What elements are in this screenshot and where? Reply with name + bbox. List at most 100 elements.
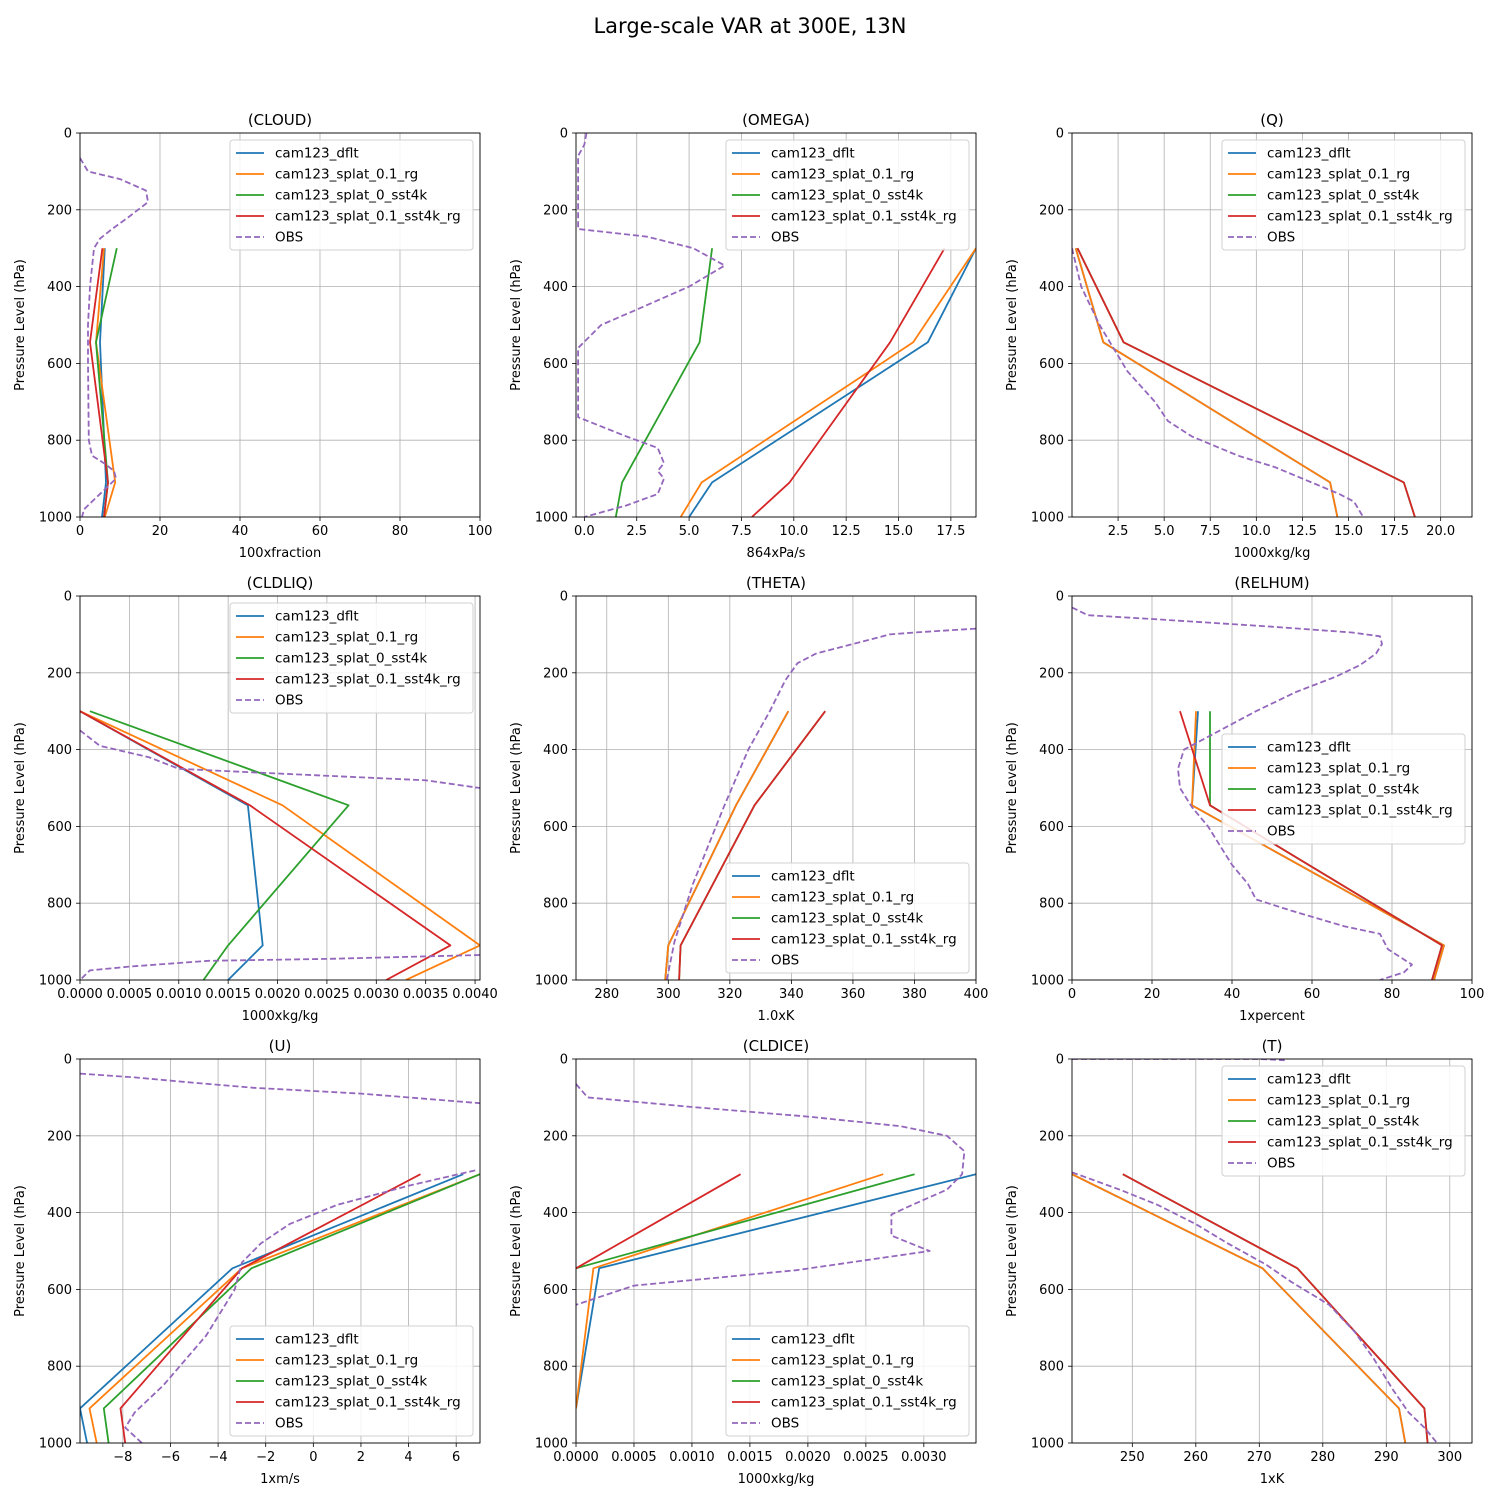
y-tick-label: 0 <box>64 127 72 142</box>
y-tick-label: 800 <box>543 434 568 449</box>
legend-label-obs: OBS <box>1267 230 1295 246</box>
y-tick-label: 800 <box>543 1360 568 1375</box>
panel-title: (Q) <box>1260 111 1284 129</box>
y-tick-label: 800 <box>47 434 72 449</box>
legend: cam123_dflt cam123_splat_0.1_rg cam123_spl… <box>229 139 474 251</box>
legend-label-cam123-splat-0-1-rg: cam123_splat_0.1_rg <box>275 1353 418 1369</box>
x-tick-label: 0.0000 <box>553 1450 599 1465</box>
axes-frame <box>1071 1058 1473 1444</box>
legend-box <box>1221 139 1466 251</box>
series-line-cam123-dflt <box>99 248 107 517</box>
x-tick-label: 60 <box>312 524 329 539</box>
legend-label-cam123-dflt: cam123_dflt <box>1267 1072 1351 1088</box>
y-tick-label: 200 <box>47 203 72 218</box>
x-tick-label: 0.0040 <box>452 987 498 1002</box>
series-line-cam123-splat-0-1-rg <box>1074 247 1339 517</box>
series-line-cam123-splat-0-sst4k <box>89 710 350 980</box>
legend-box <box>229 1325 474 1437</box>
x-tick-label: 40 <box>1224 987 1241 1002</box>
legend-label-cam123-splat-0-1-sst4k-rg: cam123_splat_0.1_sst4k_rg <box>275 1395 461 1411</box>
axes-frame <box>575 132 977 518</box>
x-tick-label: 0.0030 <box>901 1450 947 1465</box>
x-tick-label: 6 <box>452 1450 460 1465</box>
axes-frame <box>79 1058 481 1444</box>
x-tick-label: 0.0035 <box>403 987 449 1002</box>
series-line-cam123-splat-0-1-rg <box>1072 1173 1407 1443</box>
x-tick-label: 0.0005 <box>611 1450 657 1465</box>
y-tick-label: 0 <box>560 127 568 142</box>
x-tick-label: 0.0015 <box>205 987 251 1002</box>
series-line-cam123-splat-0-sst4k <box>614 248 713 517</box>
y-axis-label: Pressure Level (hPa) <box>13 1185 28 1317</box>
y-axis-label: Pressure Level (hPa) <box>509 722 524 854</box>
series-line-cam123-splat-0-1-rg <box>576 1173 884 1409</box>
legend-label-cam123-splat-0-1-sst4k-rg: cam123_splat_0.1_sst4k_rg <box>771 1395 957 1411</box>
legend-label-cam123-dflt: cam123_dflt <box>1267 740 1351 756</box>
series-line-cam123-splat-0-1-sst4k-rg <box>1076 247 1416 517</box>
y-axis-label: Pressure Level (hPa) <box>1005 1185 1020 1317</box>
y-tick-label: 600 <box>1039 1283 1064 1298</box>
y-tick-label: 400 <box>543 743 568 758</box>
legend-label-obs: OBS <box>1267 1156 1295 1172</box>
legend-label-obs: OBS <box>771 953 799 969</box>
x-tick-label: 0.0020 <box>785 1450 831 1465</box>
axes-frame <box>1071 132 1473 518</box>
series-line-obs <box>124 1169 476 1443</box>
series-line-cam123-splat-0-1-sst4k-rg <box>576 1173 742 1270</box>
x-tick-label: 0.0025 <box>304 987 350 1002</box>
x-tick-label: 270 <box>1247 1450 1272 1465</box>
y-tick-label: 0 <box>64 1053 72 1068</box>
series-line-cam123-splat-0-1-rg <box>88 1173 480 1443</box>
x-axis-label: 1xpercent <box>1239 1009 1305 1024</box>
series-line-cam123-splat-0-sst4k <box>1076 247 1416 517</box>
x-tick-label: 250 <box>1120 1450 1145 1465</box>
y-axis-label: Pressure Level (hPa) <box>509 259 524 391</box>
x-tick-label: 0.0010 <box>156 987 202 1002</box>
x-tick-label: 12.5 <box>1288 524 1317 539</box>
y-tick-label: 400 <box>47 743 72 758</box>
y-tick-label: 600 <box>543 357 568 372</box>
legend-label-obs: OBS <box>275 1416 303 1432</box>
series-line-cam123-splat-0-sst4k <box>102 1173 480 1443</box>
panel-u: −8 −6 −4 −2 0 2 4 6 0 200 400 600 800 1000 (U) 1xm/s Pre… <box>13 1037 481 1487</box>
series-line-cam123-splat-0-1-sst4k-rg <box>1179 710 1443 980</box>
legend-label-cam123-splat-0-1-rg: cam123_splat_0.1_rg <box>275 167 418 183</box>
legend-box <box>1221 733 1466 845</box>
y-tick-label: 0 <box>560 590 568 605</box>
x-tick-label: 360 <box>841 987 866 1002</box>
x-tick-label: 17.5 <box>1380 524 1409 539</box>
legend-label-cam123-splat-0-1-sst4k-rg: cam123_splat_0.1_sst4k_rg <box>1267 1135 1453 1151</box>
x-tick-label: 2.5 <box>626 524 647 539</box>
y-tick-label: 200 <box>543 666 568 681</box>
legend: cam123_dflt cam123_splat_0.1_rg cam123_spl… <box>229 602 474 714</box>
y-tick-label: 400 <box>47 1206 72 1221</box>
legend-box <box>1221 1065 1466 1177</box>
legend: cam123_dflt cam123_splat_0.1_rg cam123_spl… <box>725 139 970 251</box>
y-tick-label: 1000 <box>535 974 568 989</box>
y-tick-label: 200 <box>1039 666 1064 681</box>
y-tick-label: 1000 <box>535 1437 568 1452</box>
x-tick-label: 20 <box>152 524 169 539</box>
x-tick-label: 0.0015 <box>727 1450 773 1465</box>
legend-label-cam123-splat-0-sst4k: cam123_splat_0_sst4k <box>771 188 923 204</box>
legend-label-cam123-splat-0-sst4k: cam123_splat_0_sst4k <box>275 188 427 204</box>
x-tick-label: 0 <box>1068 987 1076 1002</box>
panel-title: (RELHUM) <box>1234 574 1309 592</box>
x-axis-label: 1xm/s <box>260 1472 300 1487</box>
legend: cam123_dflt cam123_splat_0.1_rg cam123_spl… <box>1221 1065 1466 1177</box>
y-tick-label: 0 <box>1056 1053 1064 1068</box>
y-axis-label: Pressure Level (hPa) <box>509 1185 524 1317</box>
y-tick-label: 800 <box>47 1360 72 1375</box>
y-tick-label: 1000 <box>1031 1437 1064 1452</box>
y-tick-label: 400 <box>1039 743 1064 758</box>
y-tick-label: 400 <box>1039 280 1064 295</box>
panel-theta: 280 300 320 340 360 380 400 0 200 400 600 800 1000 (T… <box>509 574 988 1024</box>
x-tick-label: 20 <box>1144 987 1161 1002</box>
y-tick-label: 600 <box>1039 820 1064 835</box>
legend-label-cam123-splat-0-sst4k: cam123_splat_0_sst4k <box>1267 1114 1419 1130</box>
y-axis-label: Pressure Level (hPa) <box>13 259 28 391</box>
x-tick-label: 10.0 <box>779 524 808 539</box>
x-tick-label: 7.5 <box>731 524 752 539</box>
panel-title: (U) <box>269 1037 292 1055</box>
